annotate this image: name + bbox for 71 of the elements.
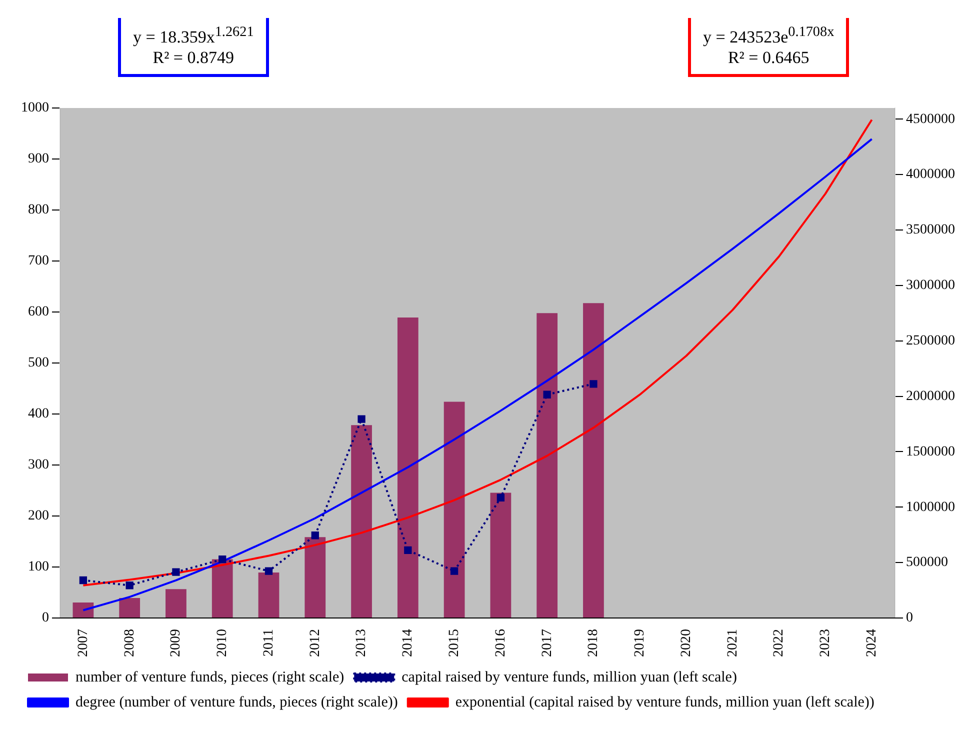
bar <box>119 598 140 618</box>
x-tick-label: 2023 <box>818 629 834 657</box>
x-tick-label: 2017 <box>540 629 555 657</box>
bar <box>258 572 280 618</box>
x-tick-label: 2016 <box>493 629 508 657</box>
bar <box>490 492 512 618</box>
point <box>450 567 458 575</box>
point <box>311 532 319 540</box>
point <box>79 576 88 584</box>
x-tick-label: 2022 <box>772 629 787 657</box>
text: y = 18.359x$^{1.2621}$ <box>133 24 254 48</box>
text: R² = 0.8749 <box>152 48 236 68</box>
y2-tick-label: 1000000 <box>906 500 955 515</box>
text: y = 243523e$^{0.1708x}$ <box>703 24 834 48</box>
y-tick-label: 500 <box>28 356 49 371</box>
x-tick-label: 2014 <box>400 629 416 657</box>
x-tick-label: 2009 <box>168 629 184 657</box>
point <box>590 380 598 388</box>
point <box>404 546 412 554</box>
legend-label: degree (number of venture funds, pieces (right scale)) <box>76 694 398 710</box>
x-tick-label: 2008 <box>122 629 138 657</box>
x-tick-label: 2019 <box>632 629 648 657</box>
x-tick-label: 2020 <box>678 629 694 657</box>
bar <box>166 589 186 618</box>
x-tick-label: 2024 <box>864 629 880 657</box>
point <box>126 582 134 590</box>
y-tick-label: 400 <box>28 406 49 422</box>
bar <box>304 537 326 618</box>
y2-tick-label: 0 <box>906 610 913 626</box>
y2-tick-label: 3000000 <box>906 278 955 294</box>
point <box>172 568 180 576</box>
point <box>543 390 551 398</box>
bar <box>72 602 94 618</box>
y-tick-label: 800 <box>28 202 49 218</box>
bar <box>536 313 558 618</box>
x-tick-label: 2021 <box>725 629 740 657</box>
y2-tick-label: 4500000 <box>906 112 955 127</box>
bar <box>397 318 418 618</box>
x-tick-label: 2018 <box>586 629 602 657</box>
x-tick-label: 2015 <box>446 629 462 657</box>
y-tick-label: 0 <box>42 610 49 626</box>
y-tick-label: 700 <box>28 254 49 269</box>
x-tick-label: 2011 <box>261 629 276 656</box>
legend-label: number of venture funds, pieces (right scale) <box>76 669 344 686</box>
y2-tick-label: 1500000 <box>906 444 955 460</box>
y-tick-label: 900 <box>28 152 49 167</box>
y2-tick-label: 3500000 <box>906 222 955 238</box>
y-tick-label: 600 <box>28 304 49 320</box>
y-tick-label: 200 <box>28 508 49 524</box>
x-tick-label: 2012 <box>308 629 323 657</box>
x-tick-label: 2007 <box>76 629 91 657</box>
y2-tick-label: 2000000 <box>906 388 955 404</box>
point <box>218 556 226 564</box>
bar <box>212 559 233 618</box>
text: R² = 0.6465 <box>726 48 810 68</box>
bar <box>583 303 604 618</box>
y-tick-label: 100 <box>28 560 49 575</box>
y2-tick-label: 500000 <box>906 555 948 570</box>
y-tick-label: 1000 <box>21 100 49 116</box>
x-tick-label: 2010 <box>215 629 230 657</box>
point <box>264 567 273 575</box>
y-tick-label: 300 <box>28 458 49 473</box>
x-tick-label: 2013 <box>354 629 370 657</box>
legend-label: capital raised by venture funds, million yuan (left scale) <box>402 669 737 686</box>
point <box>496 494 505 502</box>
bar <box>351 425 372 618</box>
y2-tick-label: 2500000 <box>906 334 955 348</box>
bar <box>444 402 465 618</box>
point <box>358 415 366 423</box>
legend-label: exponential (capital raised by venture funds, million yuan (left scale)) <box>455 694 874 710</box>
y2-tick-label: 4000000 <box>906 167 955 182</box>
